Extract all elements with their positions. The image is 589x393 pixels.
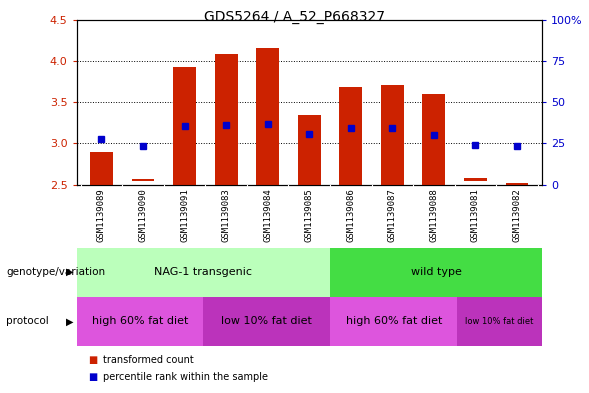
Text: GSM1139086: GSM1139086 xyxy=(346,188,355,242)
Bar xyxy=(77,297,203,346)
Text: GSM1139081: GSM1139081 xyxy=(471,188,480,242)
Text: low 10% fat diet: low 10% fat diet xyxy=(465,317,534,326)
Bar xyxy=(298,114,320,185)
Text: GSM1139089: GSM1139089 xyxy=(97,188,106,242)
Bar xyxy=(422,94,445,185)
Text: GSM1139087: GSM1139087 xyxy=(388,188,397,242)
Text: GSM1139082: GSM1139082 xyxy=(512,188,521,242)
Bar xyxy=(339,87,362,185)
Text: protocol: protocol xyxy=(6,316,49,326)
Bar xyxy=(77,248,330,297)
Text: percentile rank within the sample: percentile rank within the sample xyxy=(103,372,268,382)
Text: high 60% fat diet: high 60% fat diet xyxy=(92,316,188,326)
Text: ▶: ▶ xyxy=(66,316,74,326)
Bar xyxy=(330,297,457,346)
Bar xyxy=(90,152,113,185)
Text: high 60% fat diet: high 60% fat diet xyxy=(346,316,442,326)
Text: ■: ■ xyxy=(88,354,98,365)
Bar xyxy=(203,297,330,346)
Text: GSM1139084: GSM1139084 xyxy=(263,188,272,242)
Bar xyxy=(256,48,279,185)
Text: GSM1139088: GSM1139088 xyxy=(429,188,438,242)
Bar xyxy=(505,183,528,185)
Text: GSM1139090: GSM1139090 xyxy=(138,188,147,242)
Text: GSM1139085: GSM1139085 xyxy=(305,188,314,242)
Text: ▶: ▶ xyxy=(66,267,74,277)
Text: ■: ■ xyxy=(88,372,98,382)
Text: transformed count: transformed count xyxy=(103,354,194,365)
Text: NAG-1 transgenic: NAG-1 transgenic xyxy=(154,267,253,277)
Bar xyxy=(381,85,403,185)
Text: wild type: wild type xyxy=(411,267,462,277)
Text: genotype/variation: genotype/variation xyxy=(6,267,105,277)
Bar xyxy=(457,297,542,346)
Text: GSM1139091: GSM1139091 xyxy=(180,188,189,242)
Bar xyxy=(464,178,487,180)
Bar xyxy=(131,179,154,180)
Text: GDS5264 / A_52_P668327: GDS5264 / A_52_P668327 xyxy=(204,10,385,24)
Bar xyxy=(330,248,542,297)
Text: low 10% fat diet: low 10% fat diet xyxy=(221,316,312,326)
Bar xyxy=(173,67,196,185)
Bar xyxy=(215,54,237,185)
Text: GSM1139083: GSM1139083 xyxy=(221,188,231,242)
